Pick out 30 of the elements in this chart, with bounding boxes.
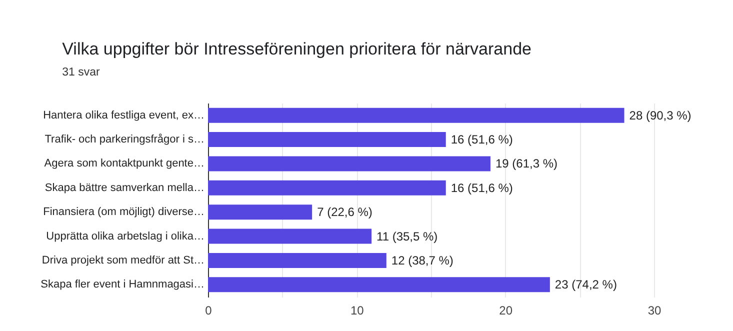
bar [208,228,372,244]
y-tick-label: Skapa bättre samverkan mella… [44,182,204,194]
data-label: 12 (38,7 %) [391,253,454,268]
data-label: 23 (74,2 %) [554,278,617,292]
data-label: 16 (51,6 %) [450,180,513,195]
data-label: 16 (51,6 %) [450,132,513,147]
bar [208,180,446,196]
bar [208,132,446,148]
y-tick-label: Skapa fler event i Hamnmagasi… [40,278,204,291]
y-tick-label: Trafik- och parkeringsfrågor i s… [44,134,204,146]
y-tick-label: Finansiera (om möjligt) diverse… [43,206,204,218]
y-tick-label: Upprätta olika arbetslag i olika… [46,230,204,242]
bar [208,252,386,268]
x-tick-label: 10 [350,304,364,318]
y-tick-label: Agera som kontaktpunkt gente… [44,158,204,170]
bar [208,108,624,123]
x-tick-label: 30 [648,304,662,318]
text: 31 svar [62,66,100,78]
y-tick-label: Hantera olika festliga event, ex… [43,109,204,122]
x-tick-label: 20 [499,304,513,318]
data-label: 19 (61,3 %) [495,156,558,171]
data-label: 11 (35,5 %) [376,229,438,244]
bar [208,156,490,172]
x-tick-label: 0 [205,304,212,318]
data-label: 7 (22,6 %) [317,205,372,220]
bar [208,204,312,220]
bar [208,277,550,292]
chart-title: Vilka uppgifter bör Intresseföreningen prioritera för närvarande [62,40,532,58]
y-tick-label: Driva projekt som medför att St… [42,254,204,266]
data-label: 28 (90,3 %) [629,108,692,122]
